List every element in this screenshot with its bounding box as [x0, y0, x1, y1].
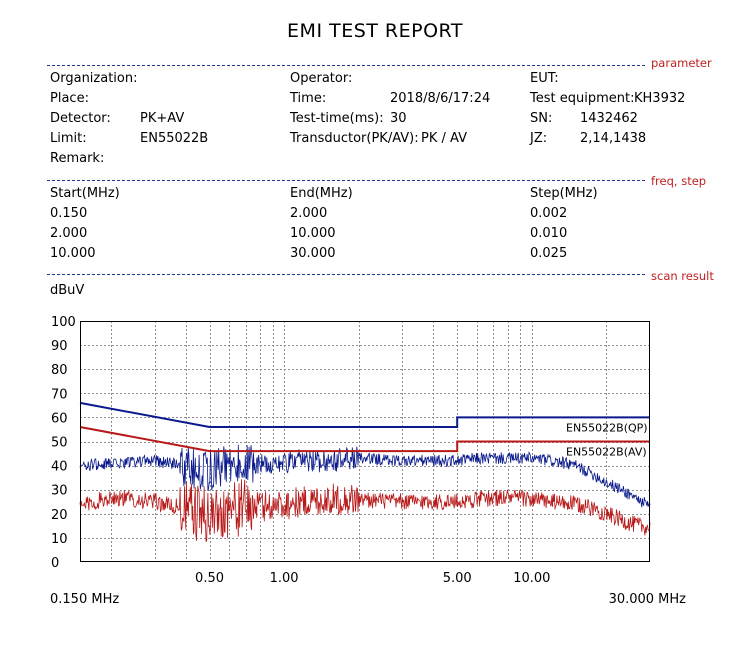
freq-cell: 10.000: [50, 246, 96, 261]
legend-label-qp: EN55022B(QP): [566, 421, 648, 434]
equipment-value: KH3932: [634, 91, 686, 106]
y-tick-label: 50: [51, 436, 68, 451]
jz-label: JZ:: [530, 131, 548, 146]
freq-cell: 2.000: [50, 226, 88, 241]
equipment-label: Test equipment:: [530, 91, 635, 106]
x-range-end-label: 30.000 MHz: [609, 592, 687, 607]
freq-header-start: Start(MHz): [50, 186, 120, 201]
limit-line-av: [79, 426, 650, 453]
place-label: Place:: [50, 91, 89, 106]
x-range-start-label: 0.150 MHz: [50, 592, 119, 607]
legend-label-av: EN55022B(AV): [566, 446, 647, 459]
trace-pk: [79, 444, 651, 508]
section-label-scan: scan result: [651, 269, 714, 283]
y-tick-label: 30: [51, 484, 68, 499]
y-tick-label: 60: [51, 411, 68, 426]
y-tick-label: 90: [51, 339, 68, 354]
trace-av: [79, 479, 651, 542]
x-tick-label: 1.00: [270, 571, 299, 586]
section-divider-scan: [47, 274, 645, 275]
section-divider-parameter: [47, 65, 645, 66]
y-tick-label: 100: [51, 315, 76, 330]
y-tick-label: 20: [51, 508, 68, 523]
organization-label: Organization:: [50, 71, 138, 86]
x-tick-label: 0.50: [195, 571, 224, 586]
limit-value: EN55022B: [140, 131, 209, 146]
detector-value: PK+AV: [140, 111, 185, 126]
limit-label: Limit:: [50, 131, 87, 146]
section-label-freq: freq, step: [651, 174, 707, 188]
freq-cell: 0.010: [530, 226, 568, 241]
freq-cell: 0.025: [530, 246, 568, 261]
section-divider-freq: [47, 180, 645, 181]
limit-line-qp: [79, 401, 650, 428]
freq-header-end: End(MHz): [290, 186, 353, 201]
section-label-parameter: parameter: [651, 56, 712, 70]
report-title: EMI TEST REPORT: [287, 20, 463, 42]
y-tick-label: 0: [51, 556, 59, 571]
y-tick-label: 40: [51, 460, 68, 475]
testtime-value: 30: [390, 111, 407, 126]
freq-header-step: Step(MHz): [530, 186, 598, 201]
y-axis-unit-label: dBuV: [50, 283, 85, 298]
y-tick-label: 10: [51, 532, 68, 547]
freq-cell: 0.002: [530, 206, 568, 221]
operator-label: Operator:: [290, 71, 353, 86]
y-tick-label: 80: [51, 363, 68, 378]
transductor-label: Transductor(PK/AV):: [290, 131, 419, 146]
detector-label: Detector:: [50, 111, 111, 126]
plot-border: [80, 321, 650, 562]
y-tick-label: 70: [51, 387, 68, 402]
jz-value: 2,14,1438: [580, 131, 647, 146]
sn-label: SN:: [530, 111, 553, 126]
testtime-label: Test-time(ms):: [290, 111, 384, 126]
freq-cell: 10.000: [290, 226, 336, 241]
transductor-value: PK / AV: [421, 131, 467, 146]
x-tick-label: 5.00: [443, 571, 472, 586]
eut-label: EUT:: [530, 71, 559, 86]
time-label: Time:: [290, 91, 327, 106]
sn-value: 1432462: [580, 111, 638, 126]
freq-cell: 30.000: [290, 246, 336, 261]
time-value: 2018/8/6/17:24: [390, 91, 491, 106]
freq-cell: 2.000: [290, 206, 328, 221]
remark-label: Remark:: [50, 151, 105, 166]
x-tick-label: 10.00: [513, 571, 550, 586]
freq-cell: 0.150: [50, 206, 88, 221]
